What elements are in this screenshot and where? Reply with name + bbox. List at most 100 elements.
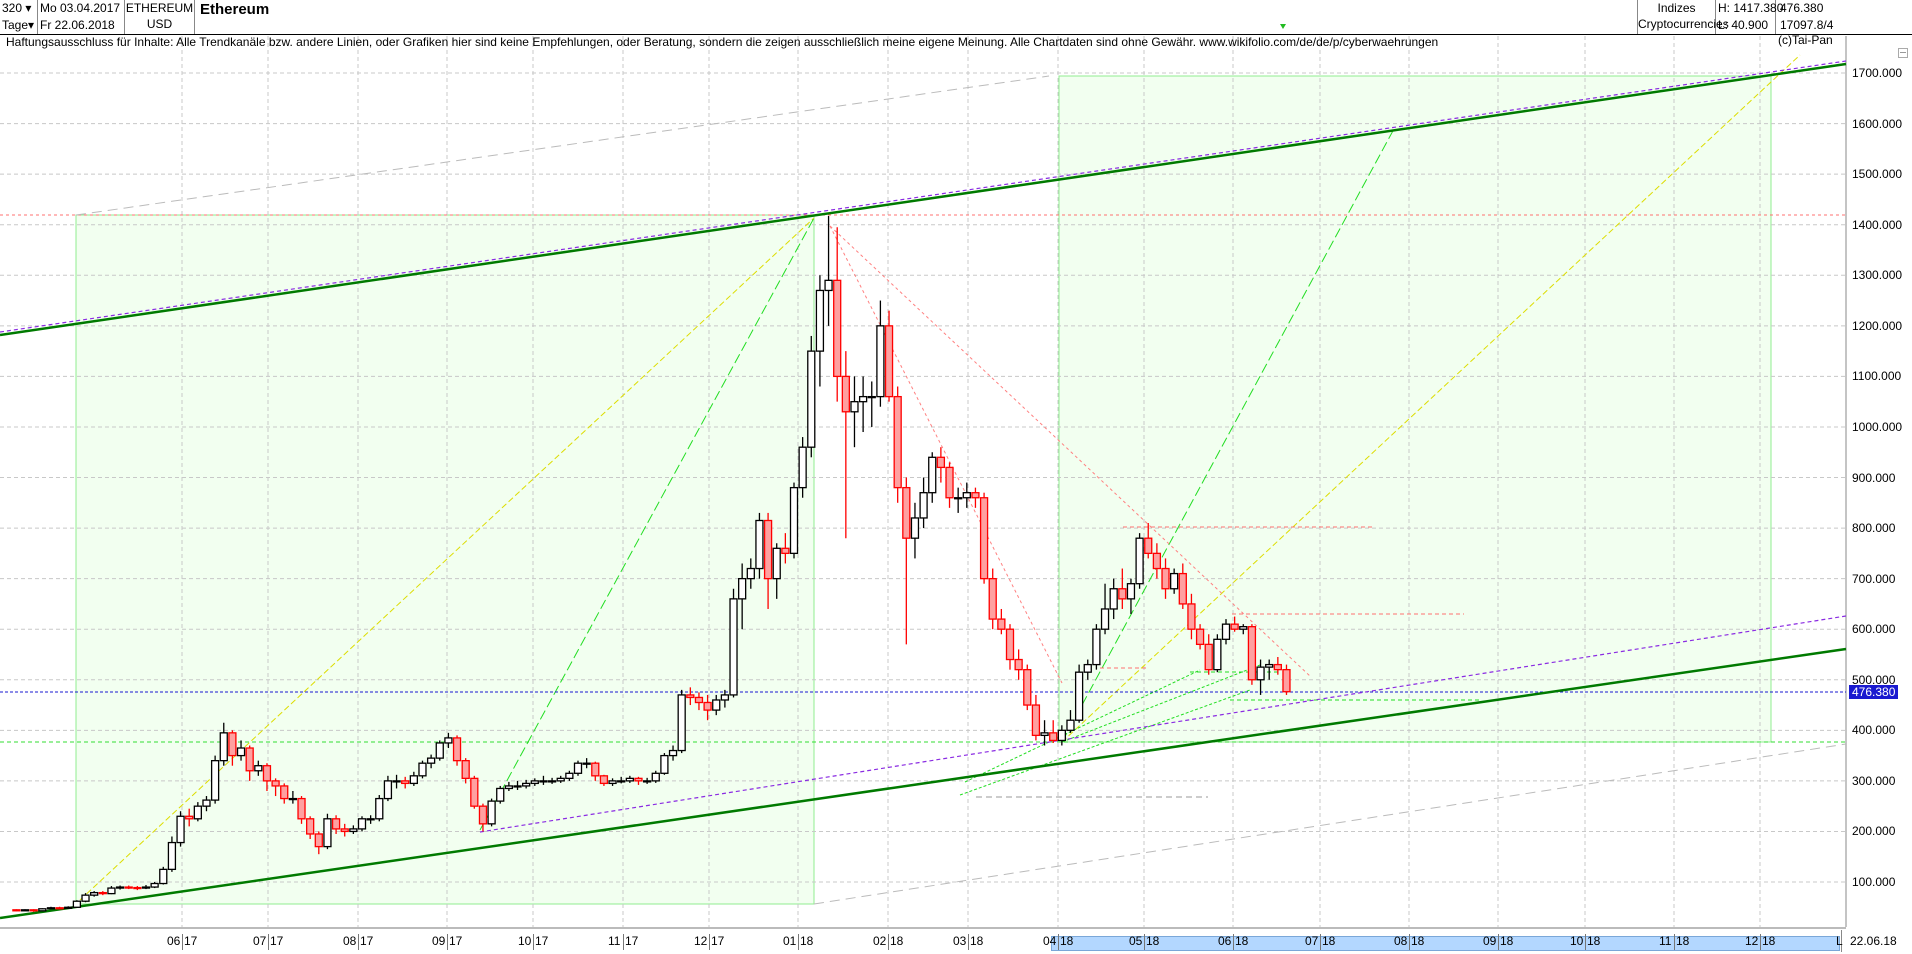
candle[interactable] (426, 754, 436, 769)
candle[interactable] (1204, 634, 1213, 675)
candle[interactable] (228, 730, 237, 766)
candle[interactable] (1066, 710, 1075, 733)
candle[interactable] (1074, 664, 1084, 723)
candle[interactable] (262, 763, 272, 791)
candle[interactable] (159, 866, 168, 885)
candle[interactable] (772, 543, 781, 599)
candle[interactable] (1109, 578, 1118, 620)
candle[interactable] (1273, 657, 1282, 675)
candle[interactable] (815, 275, 825, 387)
candle[interactable] (1144, 523, 1153, 559)
candle[interactable] (383, 775, 393, 802)
candle[interactable] (461, 758, 470, 784)
candle[interactable] (409, 771, 418, 786)
candle[interactable] (1265, 659, 1274, 680)
candle[interactable] (824, 215, 833, 326)
candle[interactable] (288, 790, 298, 804)
candle[interactable] (38, 908, 47, 912)
candle[interactable] (331, 815, 341, 834)
candle[interactable] (720, 689, 730, 708)
candle[interactable] (115, 885, 125, 890)
candle[interactable] (1221, 619, 1231, 645)
count-dropdown[interactable]: 320 ▾ (2, 0, 31, 16)
candle[interactable] (1239, 624, 1248, 635)
candle[interactable] (470, 775, 479, 809)
date-from[interactable]: Mo 03.04.2017 (40, 1, 121, 15)
candle[interactable] (1005, 624, 1015, 670)
date-to[interactable]: Fr 22.06.2018 (40, 18, 115, 32)
candle[interactable] (798, 437, 807, 498)
candle[interactable] (401, 776, 410, 789)
candle[interactable] (919, 477, 928, 529)
candle[interactable] (642, 777, 652, 784)
candle[interactable] (582, 758, 591, 769)
candle[interactable] (591, 761, 600, 781)
x-axis-selection[interactable] (1051, 936, 1840, 951)
candle[interactable] (444, 732, 453, 749)
candle[interactable] (547, 777, 557, 784)
candle[interactable] (340, 823, 349, 837)
candle[interactable] (64, 906, 73, 909)
candle[interactable] (150, 882, 159, 889)
candle[interactable] (29, 909, 38, 912)
candle[interactable] (98, 891, 107, 896)
candle[interactable] (712, 694, 721, 716)
candle[interactable] (478, 803, 488, 832)
candle[interactable] (668, 745, 678, 761)
candle[interactable] (504, 781, 514, 791)
period-selector[interactable]: 320 ▾ Tage▾ (0, 0, 38, 34)
candle[interactable] (962, 482, 971, 508)
candle[interactable] (1247, 624, 1257, 685)
candle[interactable] (366, 815, 375, 824)
candle[interactable] (694, 692, 704, 711)
candle[interactable] (928, 452, 937, 503)
candle[interactable] (323, 813, 332, 850)
candle[interactable] (81, 893, 90, 903)
candle[interactable] (435, 740, 444, 761)
candle[interactable] (608, 778, 617, 786)
candle[interactable] (703, 694, 712, 721)
candle[interactable] (107, 886, 116, 895)
candle[interactable] (686, 687, 695, 706)
candle[interactable] (1126, 578, 1136, 615)
candle[interactable] (1256, 659, 1265, 695)
trend-channel-lower[interactable] (0, 647, 1847, 920)
candle[interactable] (306, 816, 315, 840)
candle[interactable] (1118, 568, 1127, 609)
candle[interactable] (746, 558, 755, 589)
candle[interactable] (1170, 568, 1179, 594)
candle[interactable] (1031, 694, 1041, 741)
candle[interactable] (55, 906, 64, 910)
candle[interactable] (902, 477, 911, 645)
candle[interactable] (210, 755, 220, 804)
candle[interactable] (539, 775, 548, 785)
candle[interactable] (997, 608, 1006, 635)
candle[interactable] (910, 502, 920, 559)
candle[interactable] (858, 376, 868, 433)
candle[interactable] (789, 482, 799, 559)
candle[interactable] (193, 802, 202, 822)
candle[interactable] (90, 891, 99, 897)
candle[interactable] (452, 735, 462, 766)
candle[interactable] (254, 760, 263, 776)
candle[interactable] (185, 808, 194, 827)
candle[interactable] (599, 774, 609, 786)
candle[interactable] (314, 831, 323, 855)
candle[interactable] (1135, 533, 1144, 589)
mode-label[interactable]: L (1836, 934, 1843, 948)
candle[interactable] (617, 776, 626, 784)
candle[interactable] (513, 780, 522, 790)
candle[interactable] (72, 900, 82, 908)
candle[interactable] (20, 909, 30, 912)
candle[interactable] (850, 376, 859, 448)
candle[interactable] (988, 568, 997, 630)
candle[interactable] (1040, 720, 1049, 746)
candle[interactable] (979, 492, 989, 584)
candle[interactable] (202, 796, 211, 812)
candle[interactable] (219, 722, 228, 766)
candle[interactable] (280, 783, 289, 804)
candle[interactable] (971, 487, 980, 508)
candle[interactable] (124, 885, 133, 890)
candle[interactable] (236, 740, 246, 761)
candle[interactable] (876, 300, 885, 407)
